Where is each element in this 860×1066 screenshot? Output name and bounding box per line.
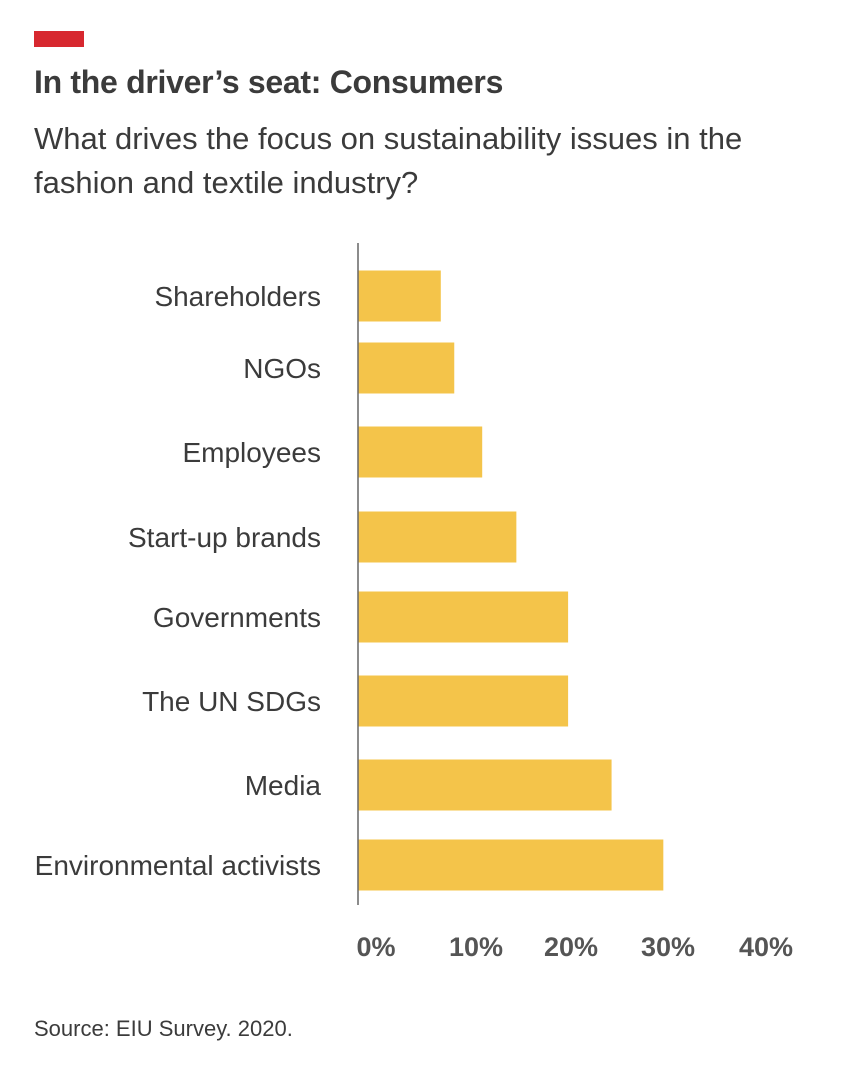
category-label: Governments xyxy=(153,602,321,633)
bar-shareholders xyxy=(358,270,441,322)
category-label: Media xyxy=(245,770,322,801)
bar-the-un-sdgs xyxy=(358,675,569,727)
chart-title: In the driver’s seat: Consumers xyxy=(34,64,504,100)
category-label: NGOs xyxy=(243,353,321,384)
category-label: Start-up brands xyxy=(128,522,321,553)
category-label: Environmental activists xyxy=(35,850,321,881)
accent-bar xyxy=(34,31,84,47)
category-label: The UN SDGs xyxy=(142,686,321,717)
bar-environmental-activists xyxy=(358,839,664,891)
chart-subtitle: What drives the focus on sustainability … xyxy=(34,121,743,200)
bar-governments xyxy=(358,591,569,643)
bar-ngos xyxy=(358,342,455,394)
x-tick-label: 10% xyxy=(449,932,503,962)
x-tick-label: 0% xyxy=(356,932,395,962)
bar-media xyxy=(358,759,612,811)
x-tick-labels: 0% 10% 20% 30% 40% xyxy=(356,932,793,962)
x-tick-label: 30% xyxy=(641,932,695,962)
category-labels: Shareholders NGOs Employees Start-up brands… xyxy=(35,281,322,881)
bar-start-up-brands xyxy=(358,511,517,563)
category-label: Employees xyxy=(182,437,321,468)
source-note: Source: EIU Survey. 2020. xyxy=(34,1016,293,1041)
bars-group xyxy=(358,270,664,891)
x-tick-label: 20% xyxy=(544,932,598,962)
bar-chart: Shareholders NGOs Employees Start-up brands… xyxy=(35,243,793,962)
category-label: Shareholders xyxy=(154,281,321,312)
x-tick-label: 40% xyxy=(739,932,793,962)
bar-employees xyxy=(358,426,483,478)
